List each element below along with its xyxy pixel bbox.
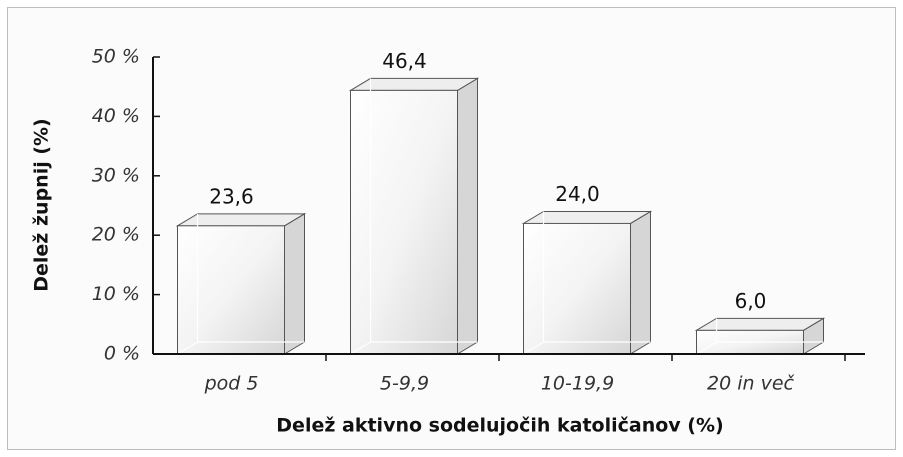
- x-tick-label: 5-9,9: [380, 373, 429, 395]
- value-label: 46,4: [382, 49, 427, 73]
- y-tick-label: 10 %: [92, 283, 140, 305]
- bar: [175, 212, 307, 355]
- y-tick-label: 50 %: [92, 46, 140, 68]
- y-tick-label: 20 %: [92, 224, 140, 246]
- y-tick-label: 30 %: [92, 164, 140, 186]
- y-axis-title: Delež župnij (%): [31, 118, 53, 292]
- value-label: 6,0: [735, 289, 767, 313]
- value-label: 23,6: [209, 184, 254, 208]
- y-tick-label: 40 %: [92, 105, 140, 127]
- x-tick-label: 20 in več: [707, 373, 795, 395]
- x-axis-title: Delež aktivno sodelujočih katoličanov (%…: [276, 415, 723, 437]
- y-tick-label: 0 %: [104, 343, 140, 365]
- bar: [348, 77, 480, 355]
- x-tick-label: pod 5: [204, 373, 259, 395]
- bar: [521, 210, 653, 355]
- value-label: 24,0: [555, 182, 600, 206]
- x-tick-label: 10-19,9: [541, 373, 614, 395]
- bar: [694, 317, 826, 355]
